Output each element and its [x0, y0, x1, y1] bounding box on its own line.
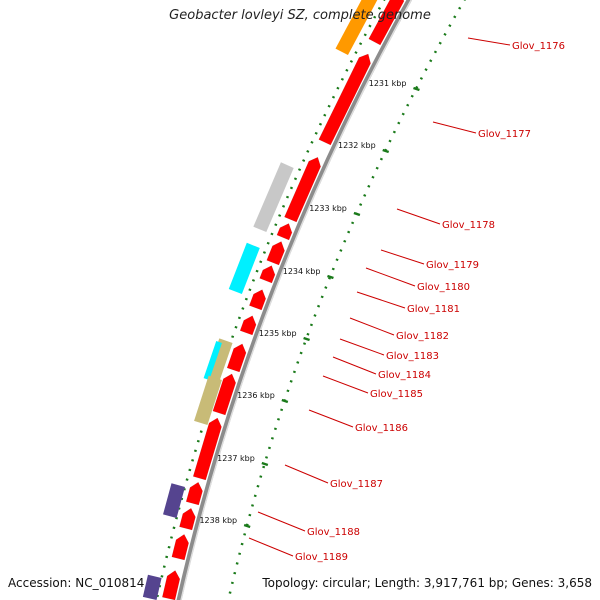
gene-label: Glov_1180 — [417, 282, 470, 293]
genome-summary-text: Topology: circular; Length: 3,917,761 bp… — [262, 576, 592, 590]
cds-arrow — [212, 373, 237, 416]
gene-label: Glov_1184 — [378, 370, 431, 381]
cds-arrow — [161, 570, 181, 600]
kbp-tick-label: 1233 kbp — [309, 204, 347, 213]
kbp-tick-label: 1235 kbp — [259, 329, 297, 338]
cds-purple-feature — [163, 483, 185, 518]
kbp-tick-mark — [281, 398, 289, 404]
gene-label: Glov_1187 — [330, 479, 383, 490]
cds-gray-feature — [253, 162, 294, 232]
gene-label: Glov_1188 — [307, 527, 360, 538]
gene-label: Glov_1186 — [355, 423, 408, 434]
cds-arrow — [259, 265, 276, 284]
gene-label: Glov_1182 — [396, 331, 449, 342]
genome-title: Geobacter lovleyi SZ, complete genome — [169, 8, 431, 23]
gc-dotted-tracks — [155, 0, 466, 600]
cds-arrow — [192, 417, 222, 481]
cds-arrow — [226, 343, 247, 373]
cds-cyan-feature — [228, 242, 260, 294]
cds-orange-feature — [335, 0, 378, 55]
gene-leader-line — [396, 208, 441, 225]
cds-arrow — [266, 241, 285, 266]
cds-arrow — [185, 481, 203, 506]
kbp-tick-mark — [327, 274, 334, 280]
gene-label: Glov_1176 — [512, 41, 565, 52]
kbp-tick-mark — [413, 86, 420, 92]
cds-arrow — [239, 315, 257, 336]
kbp-tick-label: 1232 kbp — [338, 141, 376, 150]
kbp-ticks: 1231 kbp 1232 kbp 1233 kbp 1234 kbp 1235 kbp… — [199, 79, 420, 529]
kbp-tick-mark — [261, 461, 269, 467]
gene-labels: Glov_1176 Glov_1177 Glov_1178 Glov_1179 Glov… — [248, 37, 565, 563]
backbone-arc — [176, 0, 413, 600]
gene-leader-line — [257, 511, 306, 532]
gene-label: Glov_1183 — [386, 351, 439, 362]
cds-arrow — [171, 534, 189, 561]
gene-leader-line — [284, 464, 329, 484]
gene-leader-line — [308, 409, 354, 428]
kbp-tick-mark — [382, 148, 390, 154]
kbp-tick-label: 1236 kbp — [237, 391, 275, 400]
gene-leader-line — [248, 537, 294, 557]
cds-arrow — [368, 0, 405, 46]
gene-leader-line — [432, 121, 477, 134]
kbp-tick-label: 1238 kbp — [199, 516, 237, 525]
cds-arrow — [179, 507, 196, 531]
gene-leader-line — [467, 37, 511, 46]
cds-arrow — [318, 53, 371, 146]
cds-arrow — [249, 289, 266, 311]
gene-label: Glov_1178 — [442, 220, 495, 231]
gene-label: Glov_1177 — [478, 129, 531, 140]
kbp-tick-label: 1234 kbp — [283, 267, 321, 276]
accession-text: Accession: NC_010814 — [8, 576, 145, 590]
kbp-tick-mark — [303, 336, 310, 342]
gene-label: Glov_1189 — [295, 552, 348, 563]
gene-leader-line — [365, 267, 416, 287]
gene-leader-line — [380, 249, 425, 265]
gene-label: Glov_1179 — [426, 260, 479, 271]
kbp-tick-mark — [353, 211, 361, 217]
gene-leader-line — [332, 356, 377, 375]
gene-leader-line — [356, 291, 406, 309]
gene-leader-line — [339, 338, 385, 356]
dotted-track-outer — [227, 0, 466, 600]
kbp-tick-mark — [243, 523, 251, 529]
kbp-tick-label: 1237 kbp — [217, 454, 255, 463]
gene-features — [142, 0, 405, 600]
cds-purple-feature — [142, 574, 162, 600]
gene-leader-line — [322, 375, 369, 394]
cds-khaki-feature — [206, 338, 233, 380]
gene-leader-line — [349, 317, 395, 336]
backbone-highlight — [180, 0, 413, 600]
genome-backbone-arc — [176, 0, 413, 600]
gene-label: Glov_1181 — [407, 304, 460, 315]
gene-label: Glov_1185 — [370, 389, 423, 400]
cds-arrow — [284, 156, 321, 223]
cds-cyan-feature — [203, 341, 222, 380]
cds-arrow — [276, 223, 293, 241]
cds-khaki-feature — [194, 375, 222, 425]
kbp-tick-label: 1231 kbp — [369, 79, 407, 88]
